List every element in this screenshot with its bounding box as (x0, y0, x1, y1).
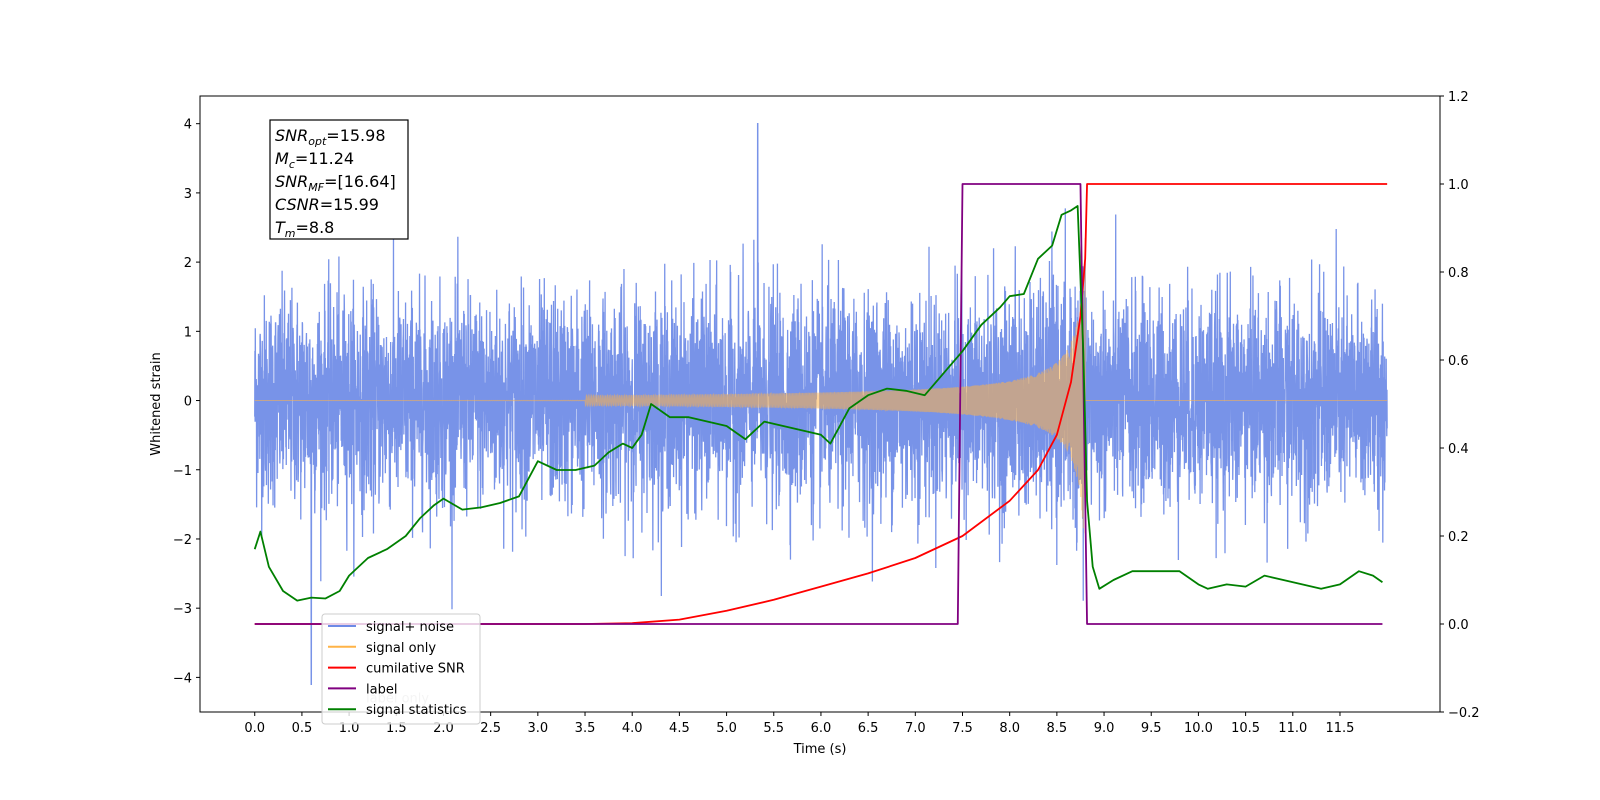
y-right-tick-label: 0.6 (1448, 354, 1469, 369)
x-tick-label: 2.5 (480, 721, 501, 736)
x-tick-label: 5.0 (716, 721, 737, 736)
x-tick-label: 6.0 (811, 721, 832, 736)
x-tick-label: 10.0 (1184, 721, 1213, 736)
x-tick-label: 0.5 (292, 721, 313, 736)
y-right-tick-label: 1.2 (1448, 90, 1469, 105)
annotation-line: SNRMF=[16.64] (275, 172, 396, 194)
annotation-line: Tm=8.8 (275, 218, 334, 240)
x-tick-label: 10.5 (1231, 721, 1260, 736)
legend-label: signal statistics (366, 703, 467, 718)
y-left-tick-label: −4 (173, 671, 192, 686)
y-right-tick-label: 0.8 (1448, 266, 1469, 281)
y-right-tick-label: 0.2 (1448, 530, 1469, 545)
y-right-tick-label: 0.4 (1448, 442, 1469, 457)
y-left-tick-label: 0 (184, 395, 192, 410)
x-tick-label: 1.0 (339, 721, 360, 736)
x-tick-label: 7.5 (952, 721, 973, 736)
x-tick-label: 1.5 (386, 721, 407, 736)
series-signal-statistics (253, 205, 1383, 602)
y-left-tick-label: 4 (184, 118, 192, 133)
legend-label: signal only (366, 641, 436, 656)
axes-frame (199, 95, 1441, 713)
y-right-tick-label: −0.2 (1448, 706, 1480, 721)
x-tick-label: 3.0 (527, 721, 548, 736)
x-tick-label: 8.5 (1047, 721, 1068, 736)
x-tick-label: 4.5 (669, 721, 690, 736)
y-left-tick-label: 1 (184, 325, 192, 340)
x-tick-label: 2.0 (433, 721, 454, 736)
y-left-tick-label: 2 (184, 256, 192, 271)
x-tick-label: 4.0 (622, 721, 643, 736)
x-tick-label: 3.5 (575, 721, 596, 736)
series-label (254, 183, 1383, 625)
annotation-line: SNRopt=15.98 (275, 126, 386, 148)
x-tick-label: 6.5 (858, 721, 879, 736)
y-right-tick-label: 0.0 (1448, 618, 1469, 633)
series-signal-only (254, 238, 1388, 534)
y-axis-label-left: Whitened strain (149, 352, 164, 455)
legend-label: cumilative SNR (366, 662, 465, 677)
x-axis-label: Time (s) (793, 742, 847, 757)
x-tick-label: 9.0 (1094, 721, 1115, 736)
annotation-line: Mc=11.24 (275, 149, 354, 171)
y-right-tick-label: 1.0 (1448, 178, 1469, 193)
x-tick-label: 5.5 (763, 721, 784, 736)
x-tick-label: 7.0 (905, 721, 926, 736)
x-tick-label: 11.5 (1325, 721, 1354, 736)
x-tick-label: 0.0 (244, 721, 265, 736)
legend-label: label (366, 682, 397, 697)
y-left-tick-label: −2 (173, 533, 192, 548)
series-signal-noise (254, 123, 1388, 685)
x-tick-label: 9.5 (1141, 721, 1162, 736)
legend-label: signal+ noise (366, 620, 454, 635)
annotation-box: SNRopt=15.98Mc=11.24SNRMF=[16.64]CSNR=15… (269, 119, 409, 240)
x-tick-label: 8.0 (999, 721, 1020, 736)
y-left-tick-label: −3 (173, 602, 192, 617)
annotation-line: CSNR=15.99 (275, 195, 379, 214)
plot-area (253, 123, 1388, 685)
y-left-tick-label: 3 (184, 187, 192, 202)
y-left-tick-label: −1 (173, 464, 192, 479)
x-tick-label: 11.0 (1278, 721, 1307, 736)
tick-layer: 0.0 0.5 1.0 1.5 2.0 2.5 3.0 3.5 4.0 4.5 5.0 5.5 6.0 6… (173, 90, 1480, 736)
